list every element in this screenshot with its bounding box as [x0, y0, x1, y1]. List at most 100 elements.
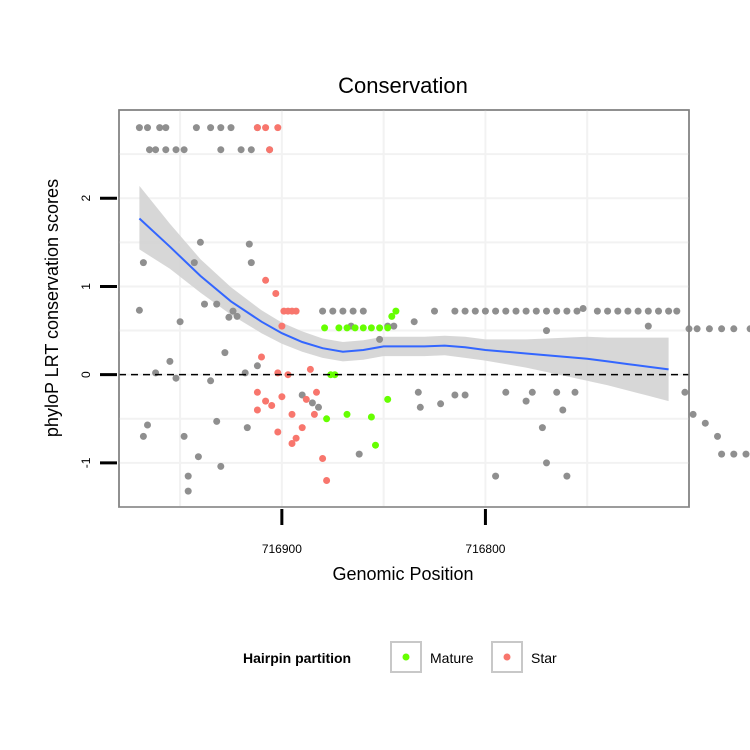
point-other: [730, 450, 738, 458]
point-star: [306, 365, 314, 373]
point-other: [502, 388, 510, 396]
point-other: [701, 419, 709, 427]
point-other: [207, 124, 215, 132]
point-star: [274, 124, 282, 132]
point-other: [253, 362, 261, 370]
point-other: [461, 307, 469, 315]
point-other: [528, 388, 536, 396]
point-other: [221, 349, 229, 357]
point-mature: [367, 324, 375, 332]
point-other: [196, 238, 204, 246]
point-other: [681, 388, 689, 396]
point-star: [266, 146, 274, 154]
point-star: [319, 455, 327, 462]
point-star: [262, 397, 270, 405]
point-other: [689, 410, 697, 418]
y-tick-label: 2: [79, 195, 93, 202]
x-tick-label: 716900: [262, 542, 302, 556]
point-other: [184, 487, 192, 495]
point-other: [213, 300, 221, 308]
point-other: [644, 322, 652, 330]
point-other: [624, 307, 632, 315]
point-mature: [372, 441, 379, 449]
point-other: [359, 307, 367, 315]
point-star: [292, 307, 300, 315]
legend-key-mature-dot: [402, 653, 410, 661]
point-other: [543, 307, 550, 315]
point-other: [665, 307, 673, 315]
legend-key-star-dot: [503, 653, 511, 661]
point-other: [573, 307, 581, 315]
point-other: [233, 312, 241, 320]
point-other: [553, 388, 561, 396]
point-other: [166, 357, 174, 365]
point-star: [262, 124, 270, 132]
point-other: [135, 306, 143, 314]
point-other: [190, 259, 198, 267]
series-mature: [321, 307, 400, 449]
point-other: [705, 325, 713, 333]
point-mature: [367, 413, 375, 421]
point-other: [543, 459, 550, 467]
point-other: [604, 307, 612, 315]
point-other: [742, 450, 750, 458]
data-points: [135, 124, 750, 495]
point-other: [414, 388, 422, 396]
point-other: [532, 307, 540, 315]
point-other: [139, 432, 147, 440]
point-star: [288, 410, 296, 418]
point-other: [144, 421, 151, 429]
point-other: [152, 146, 160, 154]
legend-label-star: Star: [531, 650, 557, 666]
point-mature: [343, 410, 351, 418]
point-mature: [384, 395, 392, 403]
y-axis: -1 0 1 2: [79, 195, 117, 468]
point-other: [339, 307, 347, 315]
point-star: [292, 434, 300, 442]
series-star: [253, 124, 331, 484]
point-star: [253, 406, 261, 414]
point-other: [247, 146, 255, 154]
point-other: [329, 307, 337, 315]
point-mature: [321, 324, 329, 332]
point-other: [559, 406, 567, 414]
point-other: [207, 377, 215, 385]
point-other: [614, 307, 622, 315]
point-star: [268, 402, 276, 409]
point-other: [437, 400, 445, 408]
point-other: [237, 146, 245, 154]
point-star: [313, 388, 320, 396]
point-mature: [388, 312, 396, 320]
point-other: [730, 325, 738, 333]
point-star: [253, 124, 261, 132]
point-other: [227, 124, 235, 132]
plot-panel: [118, 109, 690, 508]
point-other: [349, 307, 357, 315]
confidence-ribbon: [139, 185, 669, 402]
point-other: [213, 417, 221, 425]
point-other: [308, 399, 316, 407]
point-other: [139, 259, 147, 267]
point-other: [634, 307, 642, 315]
point-other: [144, 124, 151, 132]
point-other: [718, 450, 726, 458]
point-other: [571, 388, 579, 396]
point-mature: [323, 415, 331, 423]
point-other: [176, 318, 184, 326]
point-other: [579, 305, 587, 312]
point-other: [172, 374, 180, 382]
point-other: [217, 462, 225, 470]
point-other: [217, 146, 225, 154]
point-other: [451, 307, 459, 315]
point-mature: [343, 324, 351, 332]
point-mature: [392, 307, 400, 315]
point-mature: [331, 371, 339, 379]
point-other: [201, 300, 208, 308]
point-other: [319, 307, 327, 315]
point-star: [310, 410, 318, 418]
point-other: [673, 307, 681, 315]
point-star: [272, 290, 280, 297]
point-other: [192, 124, 200, 132]
point-star: [258, 353, 265, 361]
point-other: [512, 307, 520, 315]
